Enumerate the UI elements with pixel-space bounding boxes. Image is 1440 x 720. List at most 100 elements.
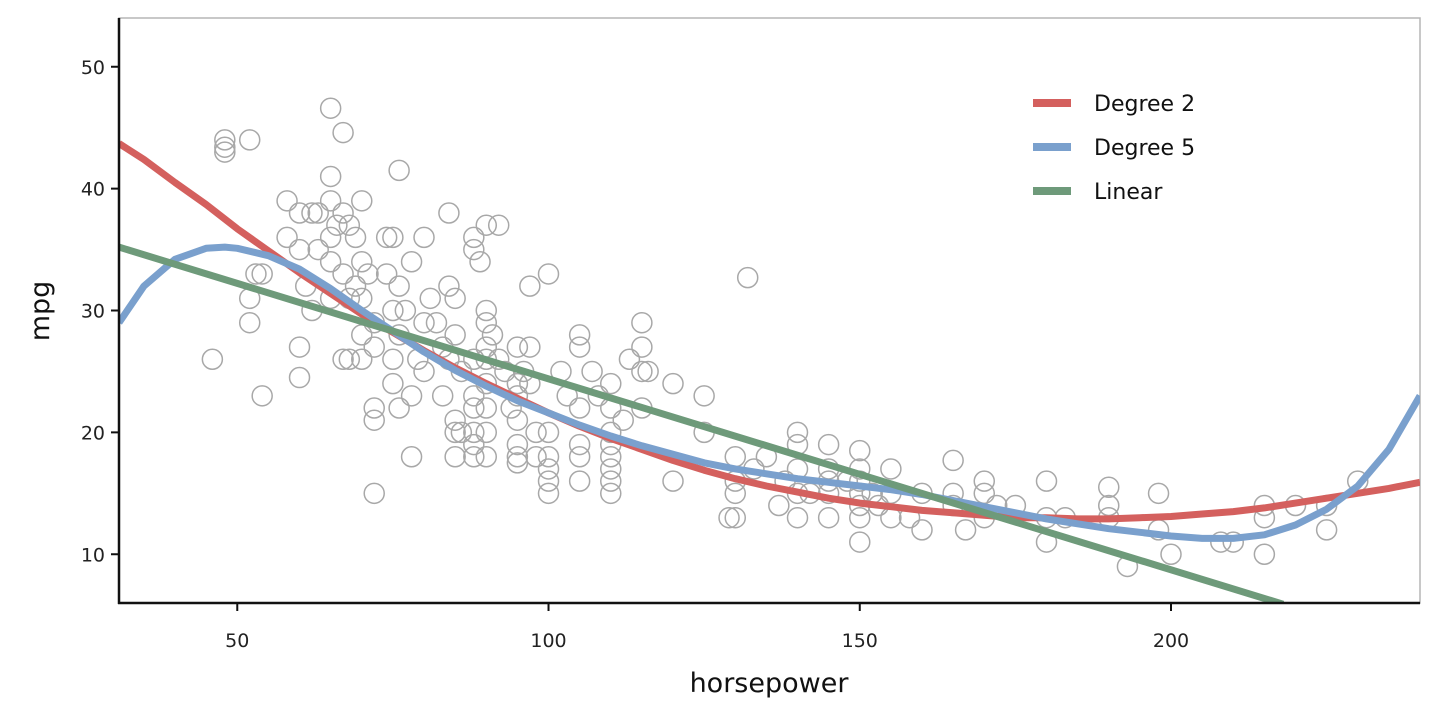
data-point [444,421,466,444]
y-tick-label: 20 [81,422,105,444]
data-point [1035,470,1058,492]
data-point [450,421,473,444]
data-point [537,458,560,480]
data-point [600,372,622,395]
data-point [288,336,311,358]
data-point [637,360,659,383]
data-point [444,287,466,310]
data-point [537,470,560,492]
data-point [214,136,236,158]
data-point [718,506,740,529]
data-point [631,336,653,358]
data-point [363,409,385,431]
data-point [413,311,435,334]
data-point [351,348,373,370]
data-point [600,482,622,505]
data-point [388,159,410,182]
data-point [413,360,435,383]
data-point [201,348,224,370]
data-point [1315,519,1338,541]
data-point [338,348,361,370]
data-point [631,311,653,334]
data-point [463,446,485,468]
data-point [463,385,485,407]
data-point [382,348,404,370]
data-point [736,266,759,289]
x-tick-label: 200 [1153,630,1189,652]
data-point [1222,531,1245,553]
data-point [400,385,423,407]
data-point [276,190,298,212]
data-point [351,251,373,273]
data-point [463,226,485,249]
data-point [400,446,423,468]
data-point [568,397,591,419]
data-point [463,238,485,261]
data-point [238,129,261,151]
legend: Degree 2 Degree 5 Linear [1033,92,1195,205]
data-point [332,348,354,370]
data-point [388,275,410,297]
data-point [506,372,529,395]
data-point [487,214,510,236]
data-point [537,482,560,505]
data-point [537,421,560,444]
data-point [363,336,385,358]
data-point [506,409,529,431]
x-axis-title: horsepower [690,668,850,699]
y-tick-label: 40 [81,179,105,201]
data-point [463,421,485,444]
data-point [568,324,591,346]
data-point [519,275,541,297]
data-point [724,482,747,505]
data-point [357,263,379,285]
legend-label: Linear [1094,180,1163,205]
data-point [786,506,809,529]
data-point [768,494,790,517]
data-point [506,446,529,468]
data-point [1210,531,1232,553]
data-point [973,470,996,492]
data-point [1160,543,1182,565]
data-point [568,336,591,358]
data-point [332,121,354,144]
data-point [568,446,591,468]
data-point [431,385,454,407]
data-point [301,202,323,224]
data-point [506,433,529,456]
data-point [618,348,641,370]
data-point [425,311,448,334]
data-point [463,433,485,456]
y-axis-title: mpg [25,281,56,342]
data-point [319,97,342,119]
y-tick-label: 50 [81,57,105,79]
data-point [363,397,385,419]
data-point [288,238,311,261]
data-point [954,519,977,541]
data-point [382,226,404,249]
data-point [438,275,460,297]
data-point [475,446,498,468]
data-point [942,449,964,472]
data-point [245,263,267,285]
data-point [251,263,273,285]
data-point [214,141,236,163]
data-point [413,226,435,249]
axis-ticks: 50 100 150 200 10 20 30 40 50 [81,57,1189,652]
data-point [1253,543,1276,565]
series-line-degree-2 [119,140,1420,523]
data-point [444,409,466,431]
y-tick-label: 30 [81,301,105,323]
data-point [351,190,373,212]
data-point [475,299,498,322]
data-point [319,165,342,188]
data-point [786,421,809,444]
data-point [332,202,354,224]
data-point [1098,476,1120,498]
data-point [375,263,398,285]
data-point [438,202,460,224]
x-tick-label: 50 [225,630,249,652]
data-point [525,446,547,468]
data-point [519,336,541,358]
data-point [338,214,361,236]
